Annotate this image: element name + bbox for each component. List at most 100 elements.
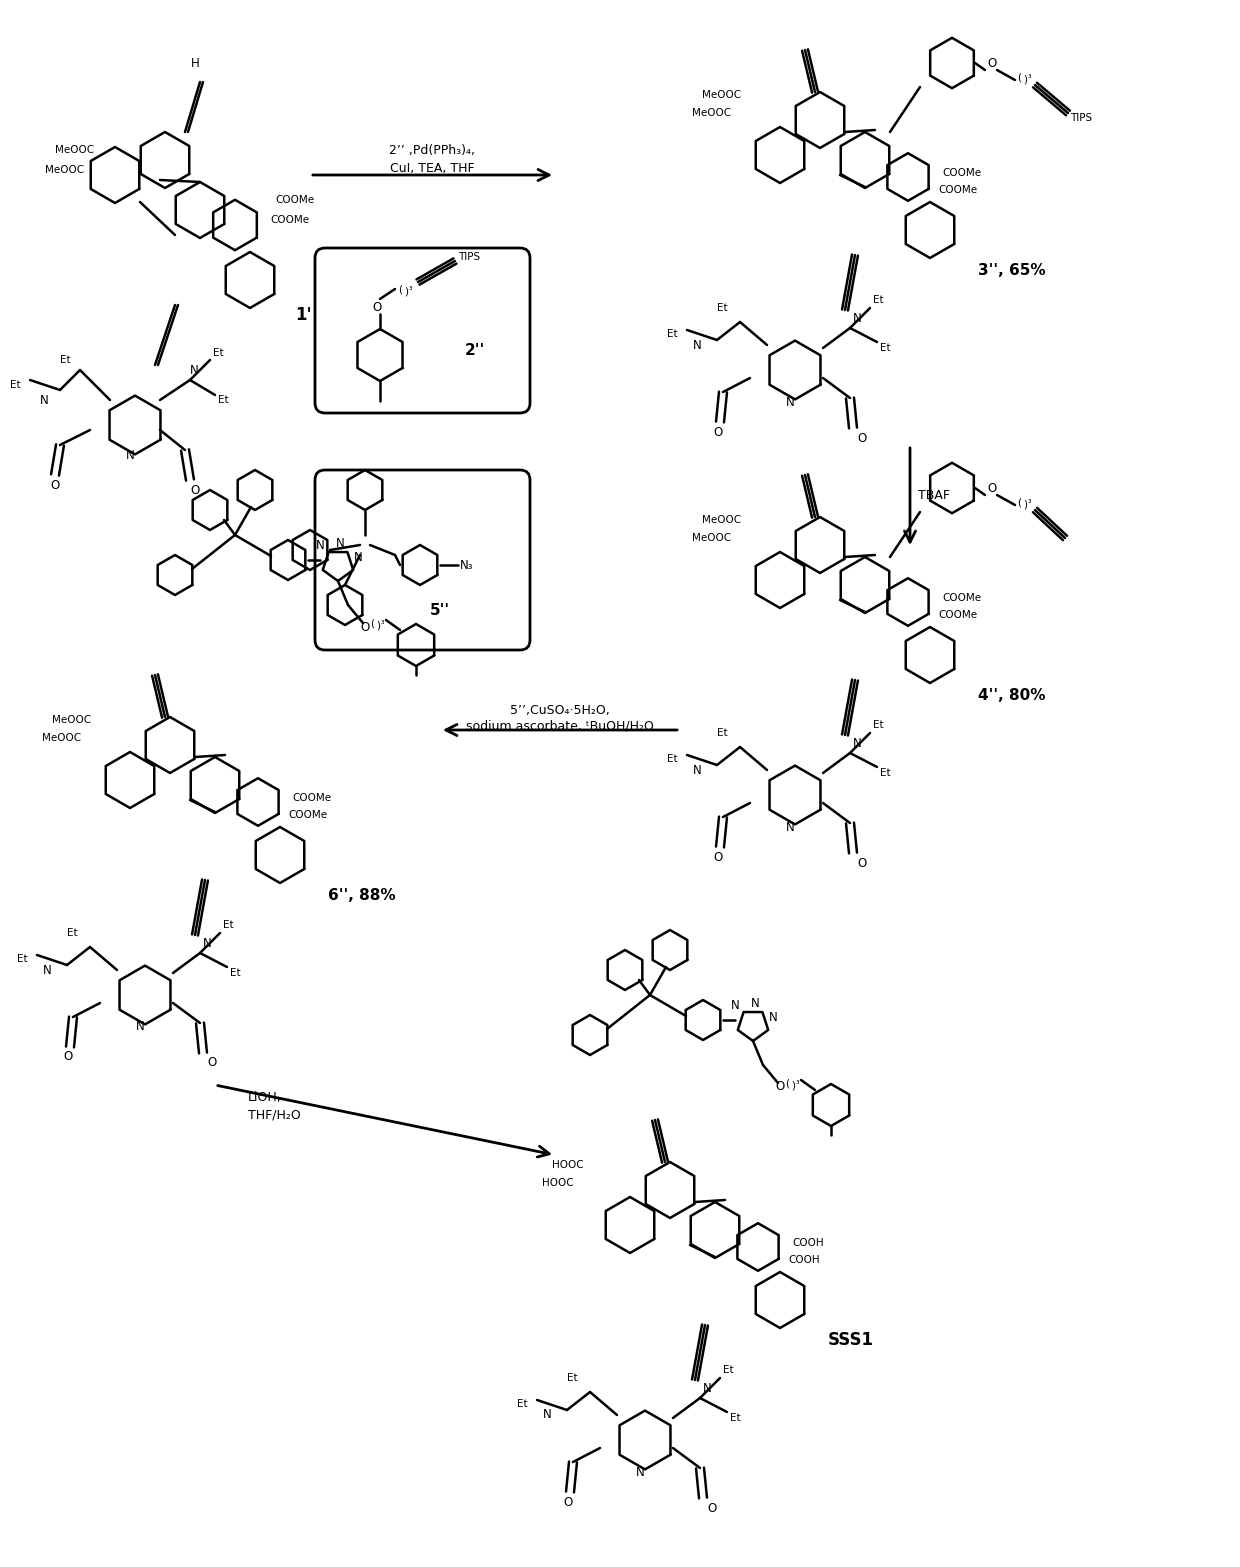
- Text: O: O: [63, 1050, 72, 1064]
- Text: N: N: [853, 736, 862, 749]
- Text: MeOOC: MeOOC: [702, 89, 742, 100]
- Text: N: N: [336, 536, 345, 550]
- Text: N: N: [353, 550, 362, 564]
- Text: sodium ascorbate, ᵗBuOH/H₂O: sodium ascorbate, ᵗBuOH/H₂O: [466, 719, 653, 732]
- Text: N: N: [769, 1011, 777, 1023]
- Text: 4'', 80%: 4'', 80%: [978, 688, 1045, 702]
- Text: ₃: ₃: [1028, 495, 1032, 505]
- Text: O: O: [563, 1495, 572, 1509]
- Text: THF/H₂O: THF/H₂O: [248, 1108, 301, 1122]
- Text: 2’’ ,Pd(PPh₃)₄,: 2’’ ,Pd(PPh₃)₄,: [389, 144, 475, 157]
- Text: Et: Et: [730, 1413, 740, 1423]
- Text: N: N: [730, 998, 739, 1012]
- Text: N: N: [135, 1020, 144, 1034]
- Text: COOH: COOH: [787, 1255, 820, 1265]
- Text: N: N: [853, 312, 862, 324]
- Text: COOMe: COOMe: [270, 215, 309, 226]
- Text: Et: Et: [229, 968, 241, 978]
- Text: TIPS: TIPS: [458, 252, 480, 262]
- Text: MeOOC: MeOOC: [692, 533, 732, 544]
- Text: Et: Et: [880, 768, 890, 777]
- Text: COOMe: COOMe: [275, 194, 314, 205]
- Text: O: O: [775, 1081, 784, 1094]
- Text: ₃: ₃: [1028, 71, 1032, 80]
- Text: Et: Et: [223, 920, 233, 929]
- Text: N: N: [190, 364, 198, 376]
- Text: N: N: [786, 821, 795, 834]
- Text: ₃: ₃: [409, 282, 413, 291]
- Text: HOOC: HOOC: [542, 1178, 574, 1188]
- Text: N: N: [636, 1465, 645, 1479]
- Text: MeOOC: MeOOC: [52, 715, 91, 726]
- Text: ₃: ₃: [381, 616, 384, 625]
- Text: COOMe: COOMe: [291, 793, 331, 802]
- Text: 6'', 88%: 6'', 88%: [329, 887, 396, 903]
- Text: ): ): [404, 287, 408, 296]
- Text: 5’’,CuSO₄·5H₂O,: 5’’,CuSO₄·5H₂O,: [510, 704, 610, 716]
- Text: Et: Et: [218, 395, 228, 404]
- Text: O: O: [372, 301, 382, 313]
- Text: ): ): [791, 1080, 795, 1091]
- Text: O: O: [713, 426, 722, 439]
- Text: N: N: [125, 448, 134, 462]
- Text: O: O: [190, 484, 200, 497]
- Text: N: N: [316, 539, 325, 552]
- Text: COOMe: COOMe: [937, 185, 977, 194]
- Text: N: N: [693, 763, 702, 777]
- Text: Et: Et: [17, 954, 27, 964]
- Text: TBAF: TBAF: [918, 489, 950, 501]
- Text: 5'': 5'': [430, 602, 450, 617]
- Text: N: N: [786, 395, 795, 409]
- Text: Et: Et: [667, 754, 677, 765]
- Text: O: O: [713, 851, 722, 863]
- Text: Et: Et: [723, 1365, 734, 1374]
- Text: Et: Et: [67, 928, 78, 939]
- Text: N: N: [203, 937, 212, 950]
- Text: MeOOC: MeOOC: [702, 516, 742, 525]
- Text: 2'': 2'': [465, 343, 485, 357]
- Text: Et: Et: [873, 719, 884, 730]
- Text: H: H: [191, 56, 200, 71]
- Text: Et: Et: [667, 329, 677, 338]
- Text: ): ): [1023, 498, 1027, 509]
- Text: TIPS: TIPS: [1070, 113, 1092, 122]
- Text: Et: Et: [873, 295, 884, 306]
- Text: O: O: [857, 431, 867, 445]
- Text: COOH: COOH: [792, 1238, 823, 1247]
- Text: (: (: [398, 284, 402, 295]
- Text: COOMe: COOMe: [942, 592, 981, 603]
- Text: Et: Et: [717, 302, 728, 313]
- Text: N: N: [693, 338, 702, 351]
- Text: MeOOC: MeOOC: [42, 733, 81, 743]
- Text: (: (: [1017, 497, 1021, 508]
- Text: N: N: [543, 1409, 552, 1421]
- Text: O: O: [50, 478, 60, 492]
- Text: N: N: [703, 1382, 712, 1395]
- Text: Et: Et: [60, 356, 71, 365]
- Text: (: (: [1017, 72, 1021, 81]
- Text: N₃: N₃: [460, 558, 474, 572]
- Text: Et: Et: [880, 343, 890, 353]
- Text: COOMe: COOMe: [937, 610, 977, 621]
- Text: (: (: [785, 1078, 789, 1087]
- Text: ): ): [1023, 74, 1027, 85]
- Text: COOMe: COOMe: [288, 810, 327, 820]
- Text: Et: Et: [567, 1373, 578, 1384]
- Text: N: N: [750, 997, 759, 1009]
- Text: N: N: [40, 393, 48, 406]
- Text: (: (: [370, 617, 374, 628]
- Text: Et: Et: [213, 348, 223, 357]
- Text: ): ): [376, 621, 379, 630]
- Text: CuI, TEA, THF: CuI, TEA, THF: [389, 161, 475, 174]
- Text: Et: Et: [717, 729, 728, 738]
- Text: O: O: [987, 56, 996, 69]
- Text: MeOOC: MeOOC: [692, 108, 732, 118]
- Text: 3'', 65%: 3'', 65%: [978, 263, 1045, 277]
- Text: O: O: [987, 481, 996, 495]
- Text: Et: Et: [517, 1399, 528, 1409]
- Text: Et: Et: [10, 381, 21, 390]
- Text: COOMe: COOMe: [942, 168, 981, 179]
- Text: O: O: [360, 621, 370, 633]
- Text: N: N: [43, 964, 52, 976]
- Text: O: O: [707, 1501, 717, 1514]
